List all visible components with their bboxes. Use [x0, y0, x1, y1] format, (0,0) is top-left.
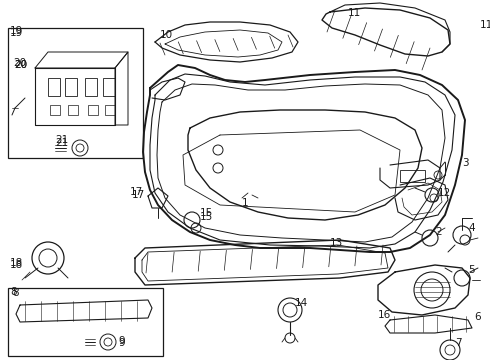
Bar — [88, 105, 98, 115]
Text: 19: 19 — [10, 28, 23, 38]
Text: 5: 5 — [468, 265, 475, 275]
Bar — [400, 170, 425, 182]
Text: 21: 21 — [55, 135, 68, 145]
Bar — [68, 105, 78, 115]
Text: 18: 18 — [10, 260, 23, 270]
Bar — [65, 78, 77, 96]
Text: 10: 10 — [160, 30, 173, 40]
Text: 21: 21 — [55, 138, 68, 148]
Text: 7: 7 — [455, 338, 462, 348]
Bar — [8, 288, 163, 356]
Text: 15: 15 — [200, 212, 213, 222]
Text: 8: 8 — [10, 287, 17, 297]
Text: 20: 20 — [14, 60, 27, 70]
Text: 1: 1 — [242, 198, 248, 208]
Bar — [85, 78, 97, 96]
Text: 17: 17 — [130, 187, 143, 197]
Bar — [103, 78, 115, 96]
Text: 9: 9 — [118, 336, 124, 346]
Bar — [48, 78, 60, 96]
Text: 2: 2 — [435, 227, 441, 237]
Text: 18: 18 — [10, 258, 23, 268]
Text: 3: 3 — [462, 158, 468, 168]
Bar — [50, 105, 60, 115]
Text: 17: 17 — [132, 190, 145, 200]
Bar — [105, 105, 115, 115]
Text: 9: 9 — [118, 338, 124, 348]
Text: 13: 13 — [330, 238, 343, 248]
Text: 20: 20 — [14, 60, 27, 70]
Bar — [8, 28, 143, 158]
Text: 11: 11 — [348, 8, 361, 18]
Text: 20: 20 — [13, 58, 26, 68]
Text: 8: 8 — [12, 288, 19, 298]
Text: 15: 15 — [200, 208, 213, 218]
Text: 6: 6 — [474, 312, 481, 322]
Text: 14: 14 — [295, 298, 308, 308]
Text: 11: 11 — [480, 20, 490, 30]
Text: 19: 19 — [10, 26, 23, 36]
Text: 4: 4 — [468, 223, 475, 233]
Text: 12: 12 — [438, 188, 451, 198]
Text: 16: 16 — [378, 310, 391, 320]
